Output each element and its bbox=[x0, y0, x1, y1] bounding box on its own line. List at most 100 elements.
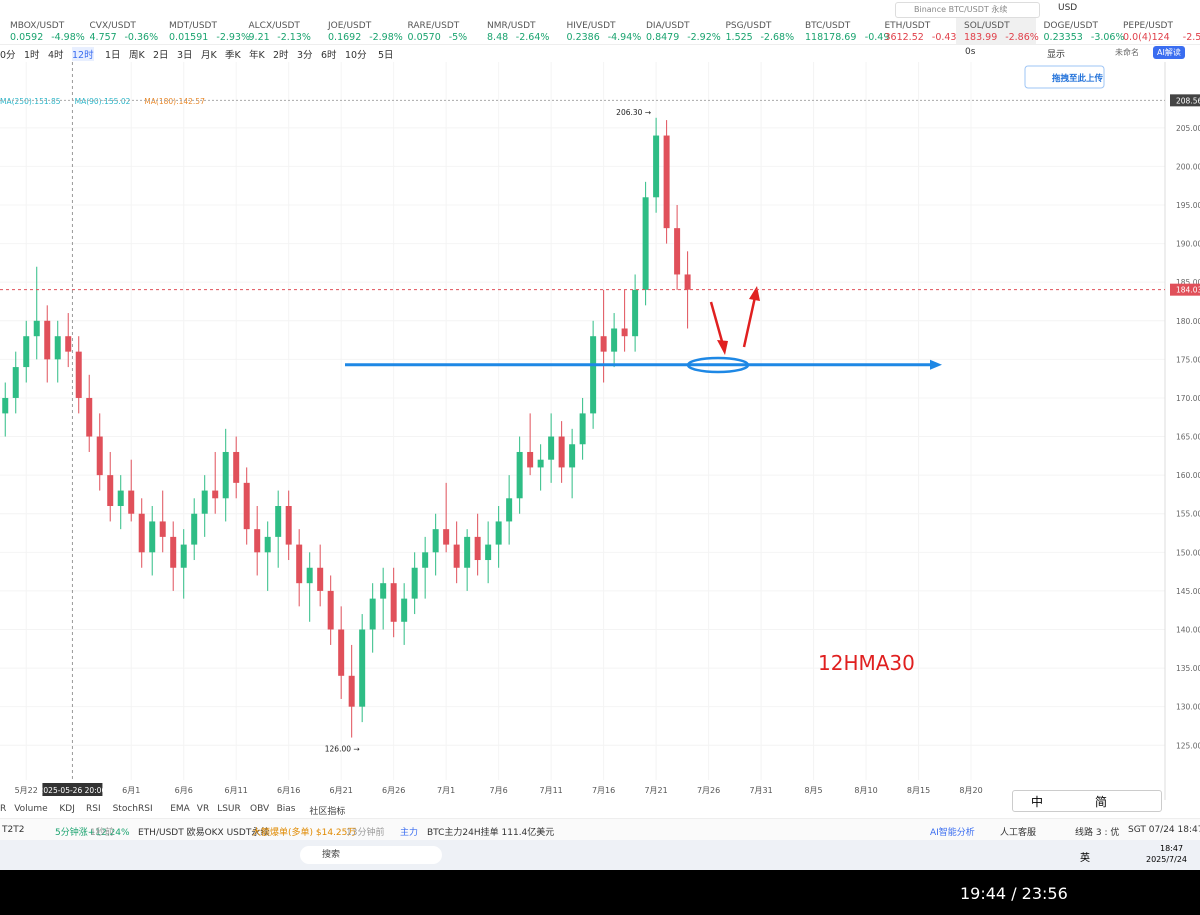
indicator[interactable]: StochRSI bbox=[112, 804, 153, 814]
interval[interactable]: 1日 bbox=[105, 50, 121, 61]
status-item[interactable]: 人工客服 bbox=[1000, 828, 1037, 838]
interval[interactable]: 5日 bbox=[378, 50, 394, 61]
x-tick-label: 8月5 bbox=[804, 786, 822, 795]
candle-body bbox=[632, 289, 639, 337]
candle-body bbox=[212, 490, 219, 499]
x-tick-label: 7月11 bbox=[539, 786, 562, 795]
ticker-price[interactable]: 0.0570 bbox=[407, 32, 441, 43]
indicator[interactable]: EMA bbox=[170, 804, 190, 814]
ticker-price[interactable]: 0.01591 bbox=[169, 32, 209, 43]
ticker-price[interactable]: 183.99 bbox=[964, 32, 998, 43]
interval[interactable]: 年K bbox=[249, 50, 265, 61]
ticker-price[interactable]: 3612.52 bbox=[884, 32, 924, 43]
candle-body bbox=[516, 451, 523, 499]
ticker-price[interactable]: 118178.69 bbox=[805, 32, 857, 43]
candle-body bbox=[642, 197, 649, 290]
layout-name[interactable]: 未命名 bbox=[1115, 48, 1139, 57]
interval[interactable]: 10分 bbox=[345, 50, 367, 61]
candle-body bbox=[264, 536, 271, 553]
indicator[interactable]: 社区指标 bbox=[309, 807, 346, 817]
candle-body bbox=[107, 475, 114, 507]
candle-body bbox=[170, 536, 177, 568]
candle-body bbox=[537, 459, 544, 468]
candle-body bbox=[327, 590, 334, 630]
interval[interactable]: 月K bbox=[201, 50, 217, 61]
indicator[interactable]: OBV bbox=[250, 804, 270, 814]
upload-label[interactable]: 拖拽至此上传 bbox=[1052, 73, 1104, 84]
candle-body bbox=[191, 513, 198, 545]
indicator[interactable]: Volume bbox=[14, 804, 48, 814]
ticker-symbol: PEPE/USDT bbox=[1123, 21, 1173, 31]
interval[interactable]: 12时 bbox=[72, 47, 94, 61]
indicator[interactable]: Bias bbox=[276, 804, 296, 814]
ticker-symbol: SOL/USDT bbox=[964, 21, 1010, 31]
status-item: 13分钟前 bbox=[346, 828, 385, 838]
candle-body bbox=[201, 490, 208, 514]
ticker-symbol: MDT/USDT bbox=[169, 21, 217, 31]
ticker-price[interactable]: 0.1692 bbox=[328, 32, 362, 43]
ma-legend: MA(90):155.02 bbox=[75, 97, 131, 106]
ticker-price[interactable]: 9.21 bbox=[248, 32, 270, 43]
candle-body bbox=[75, 351, 82, 398]
interval[interactable]: 2时 bbox=[273, 50, 289, 61]
candle-body bbox=[33, 320, 40, 337]
ticker-change: -2.98% bbox=[369, 32, 403, 43]
ticker-price[interactable]: 0.0(4)124 bbox=[1123, 32, 1170, 43]
ticker-symbol: BTC/USDT bbox=[805, 21, 851, 31]
candle-body bbox=[432, 529, 439, 553]
interval[interactable]: 4时 bbox=[48, 50, 64, 61]
candle-body bbox=[159, 521, 166, 537]
ticker-price[interactable]: 0.8479 bbox=[646, 32, 680, 43]
ticker-price[interactable]: 1.525 bbox=[725, 32, 753, 43]
currency[interactable]: USD bbox=[1058, 3, 1078, 13]
search-box[interactable]: Binance BTC/USDT 永续 bbox=[895, 2, 1040, 18]
ai-button[interactable]: AI解读 bbox=[1153, 46, 1185, 59]
ticker-bar: Binance BTC/USDT 永续 USD MBOX/USDT 0.0592-… bbox=[0, 0, 1200, 45]
candle-body bbox=[285, 506, 292, 545]
ticker-price[interactable]: 0.23353 bbox=[1043, 32, 1083, 43]
indicator[interactable]: LSUR bbox=[217, 804, 241, 814]
ticker-price[interactable]: 8.48 bbox=[487, 32, 509, 43]
ime-item[interactable]: 中 bbox=[1031, 795, 1044, 809]
taskbar-search[interactable]: 搜索 bbox=[300, 846, 442, 864]
upload-box[interactable] bbox=[1024, 65, 1105, 89]
interval[interactable]: 季K bbox=[225, 50, 241, 61]
candle-body bbox=[474, 536, 481, 561]
candle-body bbox=[495, 521, 502, 545]
ticker-change: -4.98% bbox=[51, 32, 85, 43]
status-item: BTC主力24H挂单 111.4亿美元 bbox=[427, 828, 555, 838]
indicator[interactable]: VR bbox=[196, 804, 210, 814]
candle-body bbox=[485, 544, 492, 561]
interval[interactable]: 6时 bbox=[321, 50, 337, 61]
candle-body bbox=[54, 336, 61, 360]
interval[interactable]: 3分 bbox=[297, 50, 313, 61]
indicator[interactable]: R bbox=[0, 804, 7, 814]
x-tick-label: 8月20 bbox=[959, 786, 982, 795]
ticker-price[interactable]: 4.757 bbox=[89, 32, 117, 43]
ime-item[interactable]: 简 bbox=[1095, 795, 1108, 809]
display[interactable]: 显示 bbox=[1047, 50, 1066, 60]
indicator[interactable]: KDJ bbox=[59, 804, 75, 814]
interval[interactable]: 周K bbox=[129, 50, 145, 61]
y-tick-label: 150.00 bbox=[1176, 548, 1200, 557]
chart: 拖拽至此上传 125.00 130.00 135.00 140.00 145.00 150… bbox=[0, 62, 1200, 800]
annotation-text: 12HMA30 bbox=[818, 651, 915, 675]
ticker-symbol: NMR/USDT bbox=[487, 21, 536, 31]
ticker-price[interactable]: 0.2386 bbox=[566, 32, 600, 43]
x-tick-label: 8月15 bbox=[907, 786, 930, 795]
x-tick-label: 7月16 bbox=[592, 786, 615, 795]
ime-lang[interactable]: 英 bbox=[1080, 853, 1090, 864]
candle-body bbox=[2, 397, 9, 414]
interval[interactable]: 0分 bbox=[0, 50, 16, 61]
candle-body bbox=[149, 521, 156, 553]
status-item[interactable]: AI智能分析 bbox=[930, 828, 975, 838]
ticker-price[interactable]: 0.0592 bbox=[10, 32, 44, 43]
ticker-change: -2.92% bbox=[687, 32, 721, 43]
y-tick-label: 165.00 bbox=[1176, 433, 1200, 442]
interval[interactable]: 3日 bbox=[177, 50, 193, 61]
candle-body bbox=[117, 490, 124, 507]
x-tick-label: 6月26 bbox=[382, 786, 405, 795]
indicator[interactable]: RSI bbox=[86, 804, 101, 814]
interval[interactable]: 1时 bbox=[24, 50, 40, 61]
interval[interactable]: 2日 bbox=[153, 50, 169, 61]
